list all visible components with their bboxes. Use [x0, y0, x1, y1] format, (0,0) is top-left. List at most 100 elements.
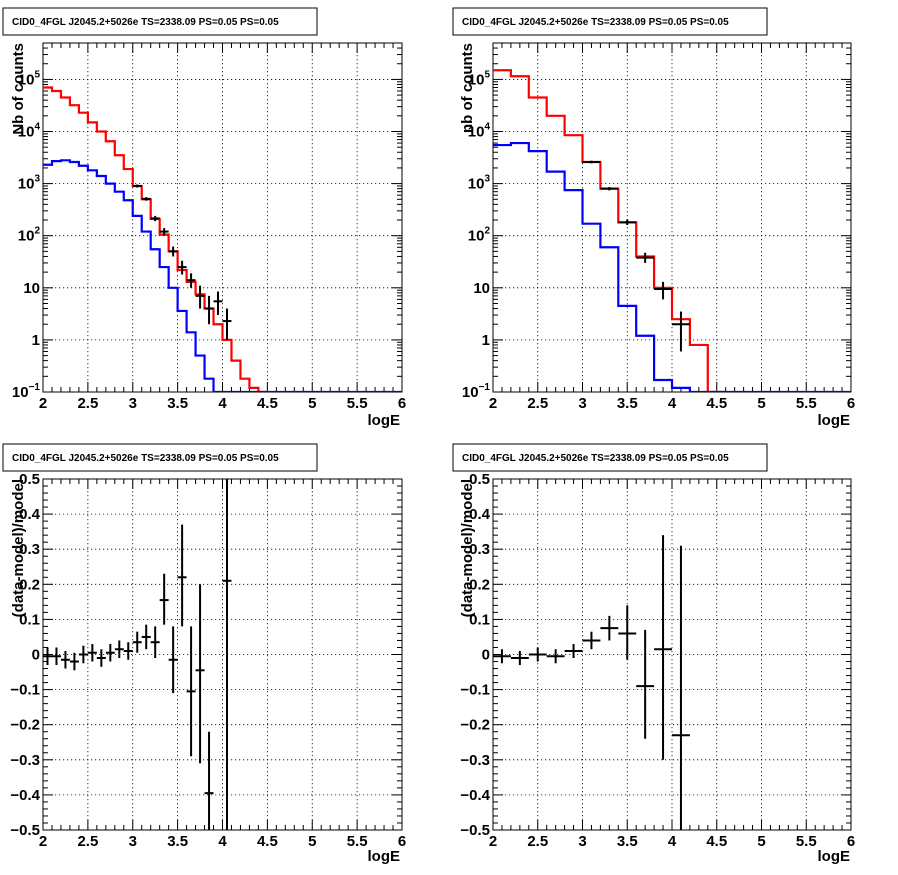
- counts-panel-right: CID0_4FGL J2045.2+5026e TS=2338.09 PS=0.…: [452, 7, 855, 429]
- data-point: [78, 645, 88, 664]
- x-tick-label: 2.5: [77, 395, 98, 412]
- x-tick-label: 5.5: [347, 395, 368, 412]
- x-tick-label: 4: [218, 395, 227, 412]
- data-point: [600, 615, 619, 641]
- y-tick-label: 0.2: [19, 576, 40, 593]
- x-tick-label: 3: [578, 833, 586, 850]
- data-point: [582, 631, 601, 650]
- y-tick-label: 0: [32, 647, 40, 664]
- x-tick-label: 4.5: [257, 833, 278, 850]
- data-point: [150, 215, 160, 222]
- y-tick-label: −0.3: [460, 752, 490, 769]
- title-box: [2, 7, 318, 36]
- y-axis-label: (data-model)/model: [10, 479, 27, 617]
- y-tick-label: 10−1: [462, 382, 491, 401]
- y-tick-label: −0.5: [10, 822, 40, 839]
- x-tick-label: 4.5: [257, 395, 278, 412]
- x-tick-label: 4.5: [706, 833, 727, 850]
- data-point: [636, 252, 655, 263]
- y-tick-label: 10: [473, 280, 490, 297]
- y-tick-label: 102: [468, 226, 491, 245]
- x-tick-label: 2: [39, 833, 47, 850]
- y-tick-label: 0.5: [469, 471, 490, 488]
- y-axis-label: (data-model)/model: [459, 479, 476, 617]
- panel-title: CID0_4FGL J2045.2+5026e TS=2338.09 PS=0.…: [12, 17, 279, 28]
- data-point: [69, 652, 79, 671]
- x-tick-label: 6: [398, 833, 406, 850]
- y-tick-label: 10: [23, 280, 40, 297]
- data-point: [123, 642, 133, 660]
- y-tick-label: 1: [482, 332, 490, 349]
- y-tick-label: −0.1: [10, 682, 40, 699]
- data-point: [43, 647, 52, 666]
- x-tick-label: 2.5: [77, 833, 98, 850]
- y-tick-label: −0.3: [10, 752, 40, 769]
- x-tick-label: 6: [398, 395, 406, 412]
- y-tick-label: 10−1: [12, 382, 41, 401]
- y-tick-label: 104: [468, 122, 491, 141]
- x-tick-label: 5.5: [796, 833, 817, 850]
- residual-panel-left: CID0_4FGL J2045.2+5026e TS=2338.09 PS=0.…: [2, 443, 406, 865]
- data-point: [222, 308, 232, 340]
- data-point: [132, 631, 142, 653]
- x-tick-label: 3.5: [617, 833, 638, 850]
- x-axis-label: logE: [818, 848, 851, 865]
- grid: [493, 479, 851, 830]
- y-tick-label: 0.5: [19, 471, 40, 488]
- y-tick-label: −0.4: [10, 787, 40, 804]
- y-tick-label: −0.4: [460, 787, 490, 804]
- data-point: [222, 479, 232, 830]
- data-point: [150, 626, 160, 659]
- data-point: [204, 731, 214, 830]
- x-tick-label: 3: [129, 833, 137, 850]
- y-tick-label: 0: [482, 647, 490, 664]
- data-point: [177, 260, 187, 275]
- panel-title: CID0_4FGL J2045.2+5026e TS=2338.09 PS=0.…: [12, 453, 279, 464]
- y-tick-label: 104: [18, 122, 41, 141]
- title-box: [452, 443, 768, 472]
- data-point: [528, 647, 547, 662]
- data-point: [636, 629, 655, 739]
- x-tick-label: 5: [757, 833, 765, 850]
- x-axis-label: logE: [368, 848, 401, 865]
- background-histogram: [43, 159, 402, 392]
- y-tick-label: 103: [18, 174, 41, 193]
- title-box: [2, 443, 318, 472]
- counts-panel-left: CID0_4FGL J2045.2+5026e TS=2338.09 PS=0.…: [2, 7, 406, 429]
- data-point: [672, 545, 690, 830]
- y-tick-label: 103: [468, 174, 491, 193]
- y-tick-label: 105: [468, 69, 491, 88]
- data-point: [159, 573, 169, 625]
- y-tick-label: 0.1: [19, 611, 40, 628]
- x-tick-label: 3: [578, 395, 586, 412]
- data-point: [672, 311, 690, 352]
- y-tick-label: 0.4: [19, 506, 41, 523]
- x-tick-label: 2.5: [527, 395, 548, 412]
- y-tick-label: −0.5: [460, 822, 490, 839]
- model-histogram: [43, 86, 268, 392]
- y-tick-label: 0.2: [469, 576, 490, 593]
- data-point: [96, 649, 106, 667]
- x-tick-label: 4: [218, 833, 227, 850]
- data-point: [213, 291, 223, 316]
- x-axis-label: logE: [368, 412, 401, 429]
- y-tick-label: 0.3: [19, 541, 40, 558]
- grid: [493, 43, 851, 392]
- y-axis-label: Nb of counts: [10, 43, 27, 135]
- x-tick-label: 2: [489, 833, 497, 850]
- background-histogram: [493, 141, 851, 392]
- data-point: [186, 626, 196, 757]
- y-tick-label: −0.2: [460, 717, 490, 734]
- data-point: [141, 197, 151, 201]
- residual-panel-right: CID0_4FGL J2045.2+5026e TS=2338.09 PS=0.…: [452, 443, 855, 865]
- y-tick-label: 0.4: [469, 506, 491, 523]
- data-point: [493, 649, 511, 664]
- title-box: [452, 7, 768, 36]
- data-point: [204, 295, 214, 325]
- data-point: [51, 647, 61, 666]
- data-point: [168, 246, 178, 257]
- data-point: [618, 219, 637, 226]
- data-point: [114, 640, 124, 659]
- y-tick-label: 1: [32, 332, 40, 349]
- y-tick-label: 102: [18, 226, 41, 245]
